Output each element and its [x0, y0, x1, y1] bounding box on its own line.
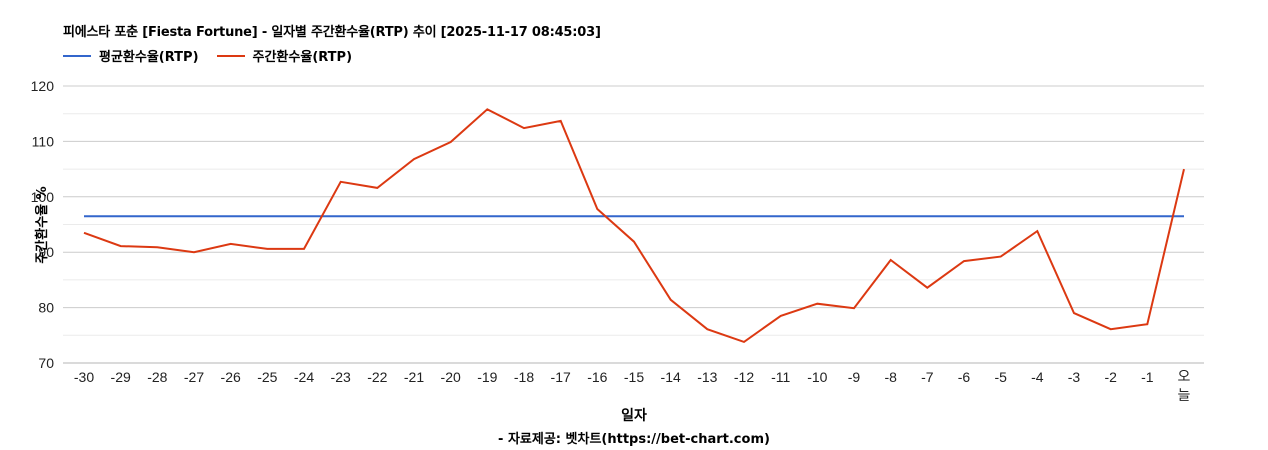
x-tick-label: -26	[221, 369, 241, 385]
x-tick-label: -22	[367, 369, 387, 385]
legend-label-average: 평균환수율(RTP)	[99, 50, 199, 65]
x-tick-label: -3	[1068, 369, 1081, 385]
x-tick-label: -1	[1141, 369, 1154, 385]
x-tick-label: -24	[294, 369, 314, 385]
legend-item-weekly-rtp[interactable]: 주간환수율(RTP)	[216, 46, 353, 65]
y-tick-label: 80	[38, 300, 54, 316]
x-tick-label: -13	[697, 369, 717, 385]
x-tick-label: -5	[994, 369, 1007, 385]
x-tick-label: 늘	[1178, 388, 1191, 404]
x-tick-label: -17	[551, 369, 571, 385]
x-tick-label: -14	[661, 369, 681, 385]
major-gridlines	[63, 85, 1204, 364]
x-tick-label: -7	[921, 369, 934, 385]
minor-gridlines	[63, 113, 1204, 336]
x-tick-label: -25	[257, 369, 277, 385]
weekly-rtp-line[interactable]	[83, 108, 1185, 344]
legend-swatch-weekly	[216, 54, 245, 57]
legend-item-average-rtp[interactable]: 평균환수율(RTP)	[63, 46, 199, 65]
x-tick-label: -27	[184, 369, 204, 385]
x-tick-label: -12	[734, 369, 754, 385]
x-tick-label: -16	[587, 369, 607, 385]
chart-legend: 평균환수율(RTP) 주간환수율(RTP)	[63, 46, 370, 65]
x-tick-label: -21	[404, 369, 424, 385]
legend-label-weekly: 주간환수율(RTP)	[252, 50, 353, 65]
y-tick-label: 110	[32, 133, 55, 149]
y-tick-label: 90	[38, 244, 54, 260]
x-tick-label: -6	[958, 369, 971, 385]
y-tick-label: 70	[38, 355, 54, 371]
x-tick-label: -23	[331, 369, 351, 385]
data-series	[83, 108, 1185, 344]
x-tick-label: -15	[624, 369, 644, 385]
y-axis-ticks: 70 80 90 100 110 120	[31, 78, 55, 371]
x-tick-label: -20	[441, 369, 461, 385]
x-tick-label: -28	[147, 369, 167, 385]
x-tick-label: -9	[848, 369, 861, 385]
x-tick-label: -10	[807, 369, 827, 385]
y-tick-label: 100	[31, 189, 55, 205]
x-tick-label: -11	[771, 369, 790, 385]
x-tick-label: -2	[1104, 369, 1117, 385]
x-tick-label: -18	[514, 369, 534, 385]
x-tick-label: -29	[111, 369, 131, 385]
y-axis-label: 주간환수율 %	[34, 186, 50, 263]
x-tick-label: 오	[1178, 369, 1191, 385]
y-tick-label: 120	[31, 78, 55, 94]
x-axis-label: 일자	[621, 408, 647, 424]
chart-title: 피에스타 포춘 [Fiesta Fortune] - 일자별 주간환수율(RTP…	[63, 25, 601, 40]
x-tick-label: -19	[477, 369, 497, 385]
x-tick-label: -8	[884, 369, 897, 385]
x-tick-label: -4	[1031, 369, 1044, 385]
x-tick-label: -30	[74, 369, 94, 385]
source-credit: - 자료제공: 벳차트(https://bet-chart.com)	[498, 432, 770, 447]
x-axis-ticks: -30 -29 -28 -27 -26 -25 -24 -23 -22 -21 -20 -19 -18 -…	[74, 369, 1191, 404]
legend-swatch-average	[63, 54, 91, 57]
